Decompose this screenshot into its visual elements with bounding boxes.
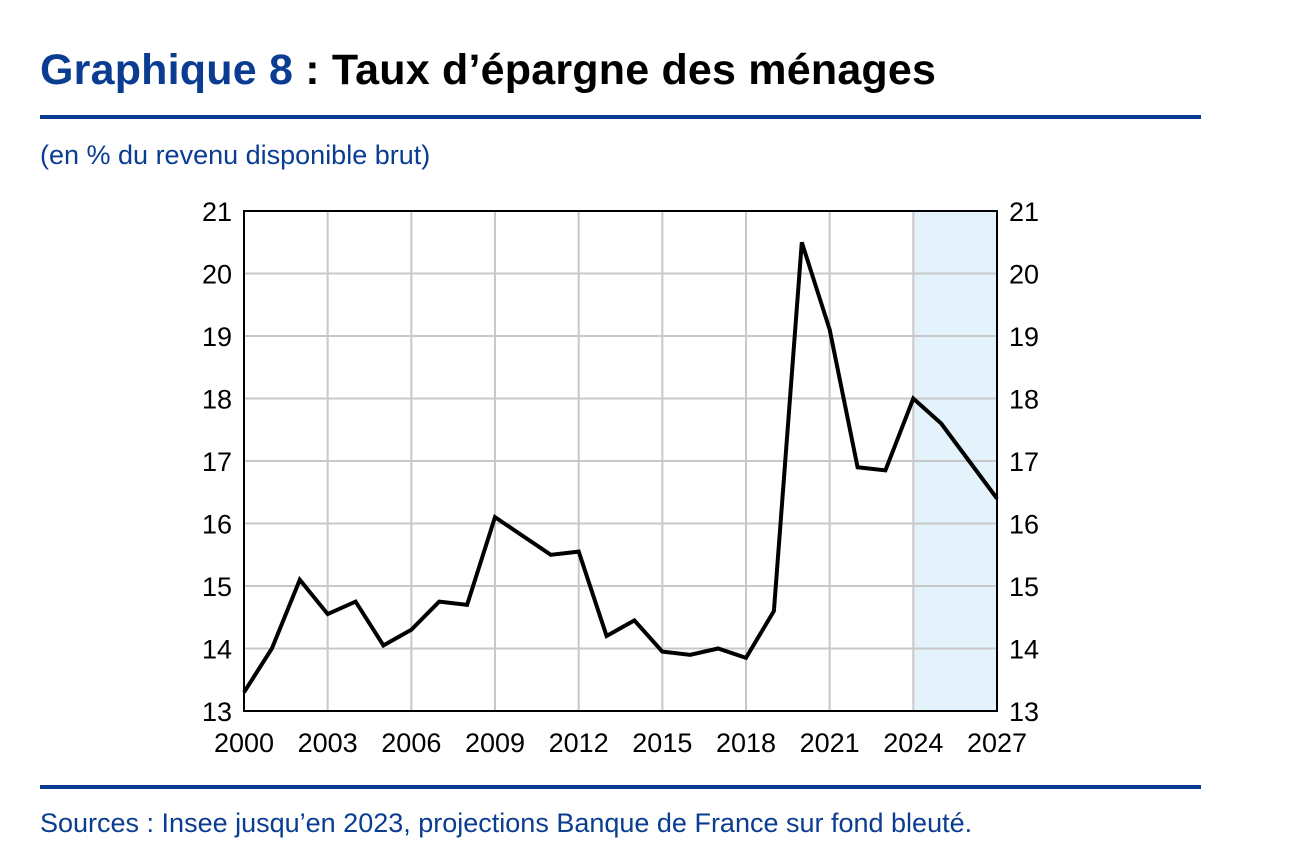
y-axis-left-labels: 13 14 15 16 17 18 19 20 21	[202, 197, 232, 727]
y-tick-label-right: 20	[1009, 260, 1039, 290]
x-tick-label: 2027	[967, 728, 1027, 758]
source-note: Sources : Insee jusqu’en 2023, projectio…	[40, 808, 973, 838]
y-tick-label-right: 17	[1009, 447, 1039, 477]
x-tick-label: 2000	[214, 728, 274, 758]
y-tick-label-right: 16	[1009, 510, 1039, 540]
y-tick-label-left: 21	[202, 197, 232, 227]
chart-title: Graphique 8 : Taux d’épargne des ménages	[40, 46, 936, 95]
y-tick-label-left: 15	[202, 572, 232, 602]
x-tick-label: 2021	[800, 728, 860, 758]
y-tick-label-left: 16	[202, 510, 232, 540]
x-axis-labels: 2000 2003 2006 2009 2012 2015 2018 2021 2024 2027	[214, 728, 1027, 758]
x-tick-label: 2015	[632, 728, 692, 758]
y-tick-label-left: 13	[202, 697, 232, 727]
x-tick-label: 2009	[465, 728, 525, 758]
y-tick-label-left: 14	[202, 635, 232, 665]
x-tick-label: 2006	[381, 728, 441, 758]
y-tick-label-left: 17	[202, 447, 232, 477]
y-tick-label-right: 13	[1009, 697, 1039, 727]
y-tick-label-right: 18	[1009, 385, 1039, 415]
y-tick-label-left: 18	[202, 385, 232, 415]
x-tick-label: 2018	[716, 728, 776, 758]
horizontal-gridlines	[244, 210, 997, 712]
y-tick-label-right: 19	[1009, 322, 1039, 352]
chart-subtitle: (en % du revenu disponible brut)	[40, 140, 431, 170]
footer-rule	[40, 785, 1201, 789]
y-tick-label-right: 15	[1009, 572, 1039, 602]
header-rule	[40, 115, 1201, 119]
x-tick-label: 2012	[549, 728, 609, 758]
y-tick-label-left: 20	[202, 260, 232, 290]
y-tick-label-right: 14	[1009, 635, 1039, 665]
y-tick-label-left: 19	[202, 322, 232, 352]
x-tick-label: 2003	[298, 728, 358, 758]
y-tick-label-right: 21	[1009, 197, 1039, 227]
y-axis-right-labels: 13 14 15 16 17 18 19 20 21	[1009, 197, 1039, 727]
series-line	[242, 241, 999, 694]
plot-frame	[243, 210, 998, 712]
series-group	[242, 241, 999, 694]
chart-title-number: Graphique 8	[40, 46, 294, 94]
x-tick-label: 2024	[883, 728, 943, 758]
chart-title-text: : Taux d’épargne des ménages	[293, 46, 937, 94]
